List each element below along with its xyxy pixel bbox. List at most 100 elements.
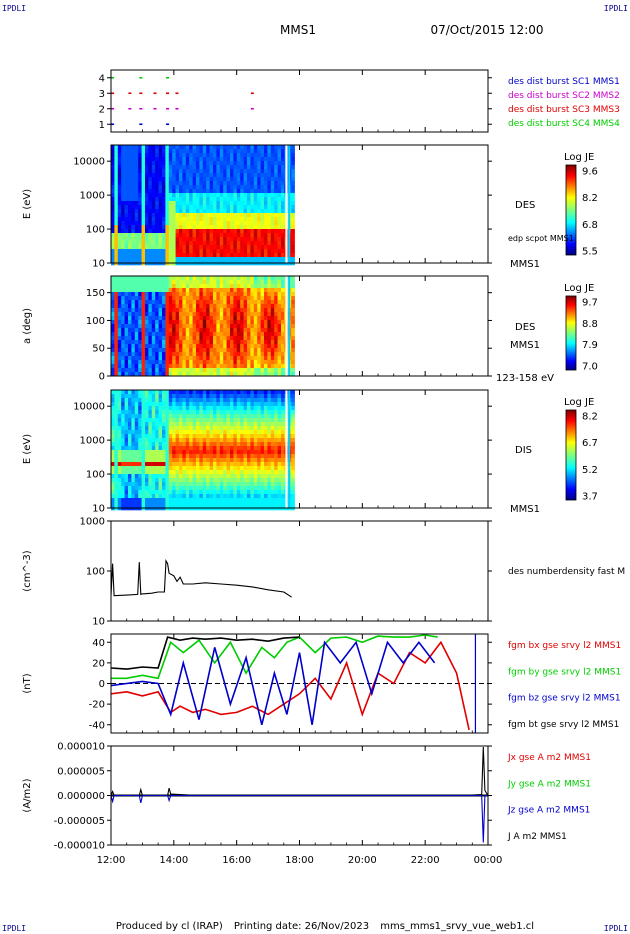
spectrogram-cell bbox=[216, 157, 221, 162]
spectrogram-cell bbox=[250, 161, 255, 166]
spectrogram-cell bbox=[131, 344, 136, 349]
spectrogram-cell bbox=[236, 217, 241, 222]
spectrogram-cell bbox=[134, 229, 139, 234]
spectrogram-cell bbox=[165, 253, 170, 258]
spectrogram-cell bbox=[240, 438, 244, 443]
spectrogram-cell bbox=[114, 213, 119, 218]
spectrogram-cell bbox=[182, 426, 187, 431]
spectrogram-cell bbox=[151, 304, 156, 309]
spectrogram-cell bbox=[250, 454, 255, 459]
spectrogram-cell bbox=[233, 474, 238, 479]
spectrogram-cell bbox=[121, 482, 125, 487]
spectrogram-cell bbox=[250, 213, 255, 218]
spectrogram-cell bbox=[240, 336, 244, 341]
spectrogram-cell bbox=[250, 253, 255, 258]
spectrogram-cell bbox=[175, 205, 180, 210]
spectrogram-cell bbox=[209, 410, 214, 415]
spectrogram-cell bbox=[267, 276, 272, 281]
data-gap-edge bbox=[288, 390, 291, 508]
spectrogram-cell bbox=[148, 292, 153, 297]
spectrogram-cell bbox=[233, 414, 238, 419]
spectrogram-cell bbox=[281, 478, 285, 483]
spectrogram-cell bbox=[236, 249, 241, 254]
spectrogram-cell bbox=[155, 233, 159, 238]
spectrogram-cell bbox=[114, 189, 119, 194]
spectrogram-cell bbox=[270, 276, 275, 281]
spectrogram-cell bbox=[165, 205, 170, 210]
spectrogram-cell bbox=[247, 414, 251, 419]
spectrogram-cell bbox=[155, 368, 159, 373]
spectrogram-cell bbox=[257, 410, 261, 415]
spectrogram-cell bbox=[230, 344, 234, 349]
spectrogram-cell bbox=[162, 340, 166, 345]
spectrogram-cell bbox=[253, 438, 258, 443]
spectrogram-cell bbox=[189, 153, 193, 158]
spectrogram-cell bbox=[124, 368, 129, 373]
spectrogram-cell bbox=[162, 288, 166, 293]
spectrogram-cell bbox=[141, 221, 146, 226]
extra-label: edp scpot MMS1 bbox=[508, 234, 574, 243]
spectrogram-cell bbox=[274, 312, 278, 317]
spectrogram-cell bbox=[216, 394, 221, 399]
spectrogram-cell bbox=[202, 502, 207, 507]
spectrogram-cell bbox=[158, 169, 163, 174]
spectrogram-cell bbox=[145, 149, 149, 154]
spectrogram-cell bbox=[264, 221, 268, 226]
spectrogram-cell bbox=[226, 237, 231, 242]
spectrogram-cell bbox=[291, 418, 295, 423]
spectrogram-cell bbox=[206, 474, 210, 479]
spectrogram-cell bbox=[141, 458, 146, 463]
spectrogram-cell bbox=[219, 430, 224, 435]
availability-mark bbox=[166, 107, 170, 110]
spectrogram-cell bbox=[274, 229, 278, 234]
spectrogram-cell bbox=[148, 344, 153, 349]
spectrogram-cell bbox=[202, 205, 207, 210]
spectrogram-cell bbox=[206, 418, 210, 423]
spectrogram-cell bbox=[199, 426, 204, 431]
spectrogram-cell bbox=[124, 458, 129, 463]
spectrogram-cell bbox=[260, 494, 265, 499]
spectrogram-cell bbox=[260, 394, 265, 399]
spectrogram-cell bbox=[267, 446, 272, 451]
spectrogram-cell bbox=[250, 189, 255, 194]
spectrogram-cell bbox=[131, 233, 136, 238]
spectrogram-cell bbox=[141, 402, 146, 407]
spectrogram-cell bbox=[243, 426, 248, 431]
spectrogram-cell bbox=[274, 340, 278, 345]
spectrogram-cell bbox=[114, 498, 119, 503]
spectrogram-cell bbox=[138, 153, 142, 158]
spectrogram-cell bbox=[253, 249, 258, 254]
spectrogram-cell bbox=[158, 394, 163, 399]
spectrogram-cell bbox=[270, 153, 275, 158]
spectrogram-cell bbox=[117, 328, 122, 333]
spectrogram-cell bbox=[213, 418, 217, 423]
spectrogram-cell bbox=[213, 157, 217, 162]
spectrogram-cell bbox=[121, 237, 125, 242]
spectrogram-cell bbox=[138, 169, 142, 174]
spectrogram-cell bbox=[179, 398, 183, 403]
spectrogram-cell bbox=[253, 332, 258, 337]
spectrogram-cell bbox=[128, 438, 132, 443]
spectrogram-cell bbox=[165, 430, 170, 435]
spectrogram-cell bbox=[165, 312, 170, 317]
spectrogram-cell bbox=[172, 221, 176, 226]
spectrogram-cell bbox=[196, 157, 200, 162]
spectrogram-cell bbox=[185, 348, 190, 353]
spectrogram-cell bbox=[172, 466, 176, 471]
spectrogram-cell bbox=[216, 320, 221, 325]
legend-entry: des numberdensity fast M bbox=[508, 567, 625, 577]
spectrogram-cell bbox=[182, 308, 187, 313]
spectrogram-cell bbox=[185, 458, 190, 463]
spectrogram-cell bbox=[141, 145, 146, 150]
spectrogram-cell bbox=[243, 398, 248, 403]
spectrogram-cell bbox=[281, 498, 285, 503]
spectrogram-cell bbox=[277, 406, 282, 411]
spectrogram-cell bbox=[189, 410, 193, 415]
spectrogram-cell bbox=[199, 430, 204, 435]
spectrogram-cell bbox=[131, 414, 136, 419]
spectrogram-cell bbox=[236, 470, 241, 475]
spectrogram-cell bbox=[253, 169, 258, 174]
spectrogram-cell bbox=[257, 145, 261, 150]
spectrogram-cell bbox=[267, 434, 272, 439]
spectrogram-cell bbox=[151, 466, 156, 471]
